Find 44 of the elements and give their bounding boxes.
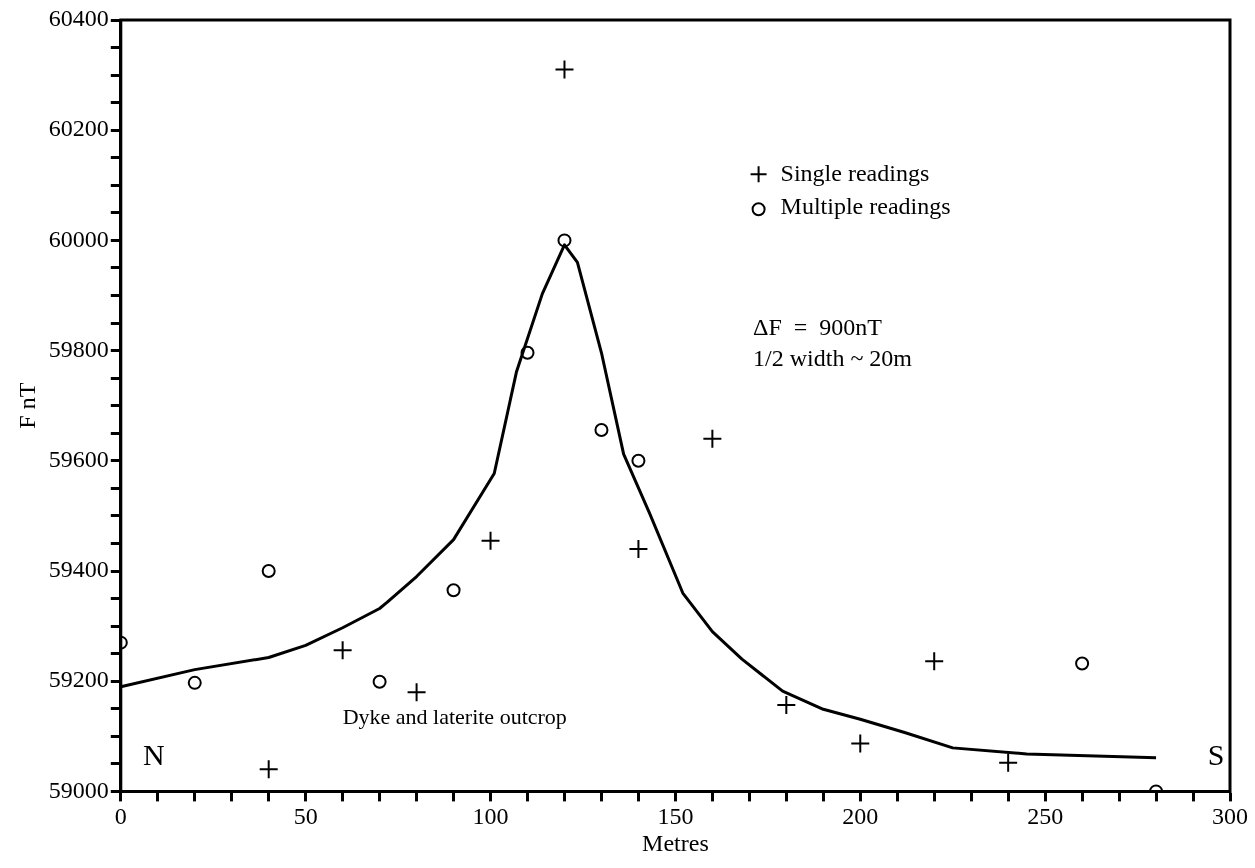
y-tick-label: 59600 xyxy=(48,446,109,473)
annotation: S xyxy=(1207,737,1225,771)
y-tick-label: 60000 xyxy=(48,225,109,252)
x-tick-label: 150 xyxy=(657,803,694,830)
y-tick-label: 59400 xyxy=(48,556,109,583)
legend-label: Single readings xyxy=(780,159,930,186)
annotation: 1/2 width ~ 20m xyxy=(753,344,913,371)
y-tick-label: 59000 xyxy=(48,776,109,803)
point xyxy=(520,345,535,360)
point xyxy=(998,752,1019,773)
annotation: N xyxy=(142,737,165,771)
x-tick-label: 50 xyxy=(293,803,318,830)
x-tick-label: 250 xyxy=(1027,803,1064,830)
point xyxy=(261,564,276,578)
point xyxy=(702,428,723,449)
x-tick-label: 100 xyxy=(472,803,509,830)
x-tick-label: 0 xyxy=(114,803,127,830)
point xyxy=(332,640,353,661)
y-axis-title: F nT xyxy=(13,382,40,429)
y-tick-label: 59800 xyxy=(48,335,109,362)
point xyxy=(594,422,609,437)
legend-label: Multiple readings xyxy=(780,192,951,219)
annotation: Dyke and laterite outcrop xyxy=(342,703,567,729)
y-tick-label: 60400 xyxy=(48,5,109,32)
annotation: ΔF = 900nT xyxy=(753,313,883,340)
point xyxy=(480,530,501,551)
point xyxy=(776,694,797,715)
point xyxy=(372,674,387,689)
point xyxy=(1075,656,1090,671)
point xyxy=(187,675,202,690)
point xyxy=(850,733,871,754)
y-tick-label: 60200 xyxy=(48,115,109,142)
point xyxy=(631,453,646,468)
x-tick-label: 200 xyxy=(842,803,879,830)
point xyxy=(628,538,649,559)
point xyxy=(557,233,572,248)
point xyxy=(554,59,575,80)
x-axis-title: Metres xyxy=(642,829,709,856)
x-tick-label: 300 xyxy=(1212,803,1248,830)
point xyxy=(924,651,945,672)
point xyxy=(406,682,427,703)
point xyxy=(446,583,461,598)
point xyxy=(258,759,279,780)
y-tick-label: 59200 xyxy=(48,666,109,693)
